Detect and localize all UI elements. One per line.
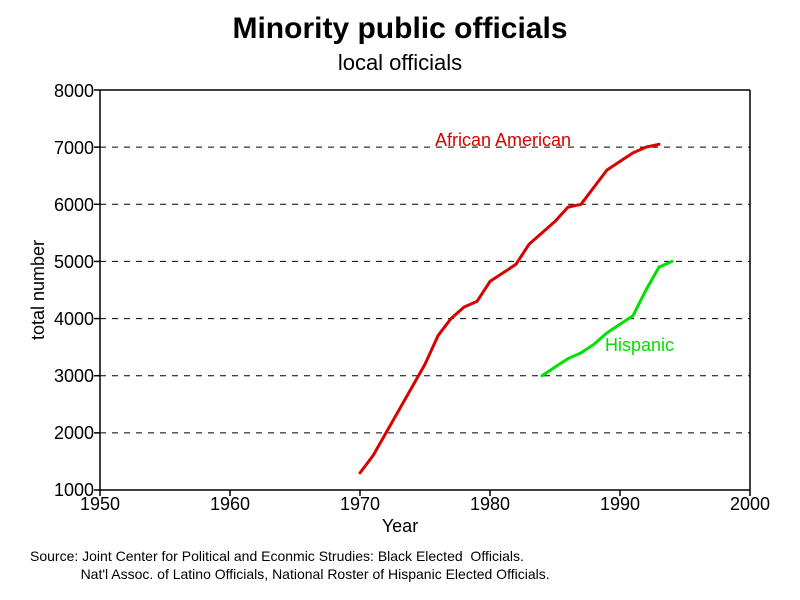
minority-officials-chart: Minority public officials local official… xyxy=(0,0,800,600)
plot-svg xyxy=(0,0,800,600)
